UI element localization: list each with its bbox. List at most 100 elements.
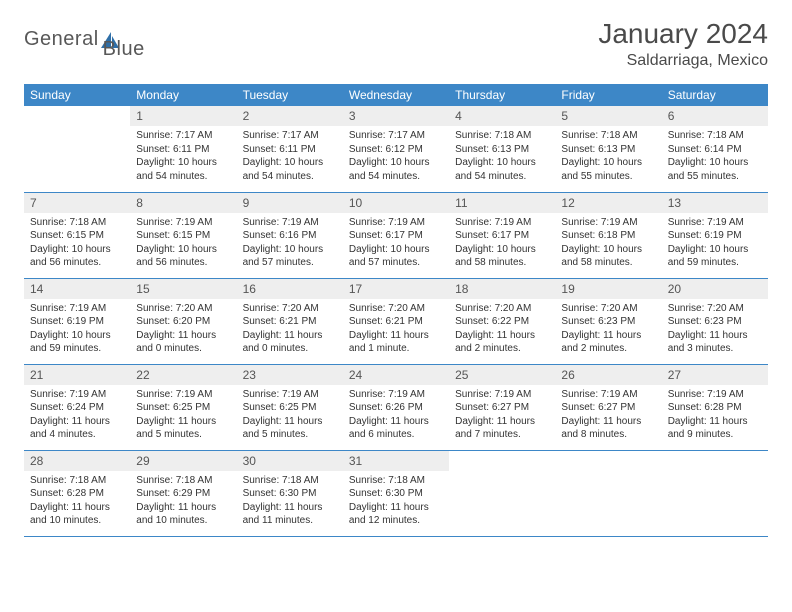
daylight-line: Daylight: 10 hours and 54 minutes.: [243, 156, 337, 183]
sunrise-line: Sunrise: 7:20 AM: [136, 302, 230, 316]
day-details: Sunrise: 7:18 AMSunset: 6:14 PMDaylight:…: [662, 126, 768, 188]
weekday-header: Saturday: [662, 84, 768, 106]
day-details: Sunrise: 7:18 AMSunset: 6:30 PMDaylight:…: [237, 471, 343, 533]
weekday-header: Thursday: [449, 84, 555, 106]
sunrise-line: Sunrise: 7:20 AM: [243, 302, 337, 316]
day-number: 3: [343, 106, 449, 126]
daylight-line: Daylight: 10 hours and 55 minutes.: [561, 156, 655, 183]
day-number: 7: [24, 193, 130, 213]
day-number: 23: [237, 365, 343, 385]
day-number: 26: [555, 365, 661, 385]
calendar-day-cell: 30Sunrise: 7:18 AMSunset: 6:30 PMDayligh…: [237, 450, 343, 536]
sunset-line: Sunset: 6:20 PM: [136, 315, 230, 329]
day-number: 10: [343, 193, 449, 213]
daylight-line: Daylight: 11 hours and 2 minutes.: [561, 329, 655, 356]
day-details: Sunrise: 7:19 AMSunset: 6:26 PMDaylight:…: [343, 385, 449, 447]
calendar-week-row: 1Sunrise: 7:17 AMSunset: 6:11 PMDaylight…: [24, 106, 768, 192]
calendar-day-cell: 26Sunrise: 7:19 AMSunset: 6:27 PMDayligh…: [555, 364, 661, 450]
sunrise-line: Sunrise: 7:18 AM: [243, 474, 337, 488]
calendar-day-cell: 29Sunrise: 7:18 AMSunset: 6:29 PMDayligh…: [130, 450, 236, 536]
daylight-line: Daylight: 10 hours and 57 minutes.: [243, 243, 337, 270]
day-number: 31: [343, 451, 449, 471]
calendar-day-cell: 24Sunrise: 7:19 AMSunset: 6:26 PMDayligh…: [343, 364, 449, 450]
day-number: 22: [130, 365, 236, 385]
calendar-day-cell: 11Sunrise: 7:19 AMSunset: 6:17 PMDayligh…: [449, 192, 555, 278]
sunset-line: Sunset: 6:24 PM: [30, 401, 124, 415]
daylight-line: Daylight: 10 hours and 59 minutes.: [668, 243, 762, 270]
calendar-day-cell: 3Sunrise: 7:17 AMSunset: 6:12 PMDaylight…: [343, 106, 449, 192]
sunset-line: Sunset: 6:17 PM: [349, 229, 443, 243]
day-details: Sunrise: 7:20 AMSunset: 6:22 PMDaylight:…: [449, 299, 555, 361]
daylight-line: Daylight: 10 hours and 57 minutes.: [349, 243, 443, 270]
calendar-day-cell: 23 Sunrise: 7:19 AMSunset: 6:25 PMDayligh…: [237, 364, 343, 450]
calendar-day-cell: 18Sunrise: 7:20 AMSunset: 6:22 PMDayligh…: [449, 278, 555, 364]
sunset-line: Sunset: 6:22 PM: [455, 315, 549, 329]
day-details: Sunrise: 7:19 AMSunset: 6:28 PMDaylight:…: [662, 385, 768, 447]
sunset-line: Sunset: 6:23 PM: [668, 315, 762, 329]
daylight-line: Daylight: 11 hours and 9 minutes.: [668, 415, 762, 442]
sunrise-line: Sunrise: 7:19 AM: [455, 388, 549, 402]
day-number: 8: [130, 193, 236, 213]
sunset-line: Sunset: 6:25 PM: [136, 401, 230, 415]
day-number: 19: [555, 279, 661, 299]
weekday-header-row: SundayMondayTuesdayWednesdayThursdayFrid…: [24, 84, 768, 106]
calendar-day-cell: 14Sunrise: 7:19 AMSunset: 6:19 PMDayligh…: [24, 278, 130, 364]
day-number: 5: [555, 106, 661, 126]
day-details: Sunrise: 7:20 AMSunset: 6:21 PMDaylight:…: [343, 299, 449, 361]
day-details: Sunrise: 7:19 AMSunset: 6:19 PMDaylight:…: [662, 213, 768, 275]
sunrise-line: Sunrise: 7:19 AM: [455, 216, 549, 230]
daylight-line: Daylight: 10 hours and 58 minutes.: [561, 243, 655, 270]
calendar-day-cell: 12Sunrise: 7:19 AMSunset: 6:18 PMDayligh…: [555, 192, 661, 278]
calendar-empty-cell: [24, 106, 130, 192]
day-details: Sunrise: 7:19 AMSunset: 6:19 PMDaylight:…: [24, 299, 130, 361]
day-number: 30: [237, 451, 343, 471]
header-bar: General Blue January 2024 Saldarriaga, M…: [24, 18, 768, 70]
day-number: 14: [24, 279, 130, 299]
sunrise-line: Sunrise: 7:19 AM: [349, 388, 443, 402]
daylight-line: Daylight: 11 hours and 2 minutes.: [455, 329, 549, 356]
logo-text-blue: Blue: [103, 38, 145, 61]
calendar-week-row: 14Sunrise: 7:19 AMSunset: 6:19 PMDayligh…: [24, 278, 768, 364]
day-details: Sunrise: 7:19 AMSunset: 6:27 PMDaylight:…: [555, 385, 661, 447]
day-details: Sunrise: 7:18 AMSunset: 6:28 PMDaylight:…: [24, 471, 130, 533]
sunset-line: Sunset: 6:25 PM: [243, 401, 337, 415]
calendar-day-cell: 7Sunrise: 7:18 AMSunset: 6:15 PMDaylight…: [24, 192, 130, 278]
day-details: Sunrise: 7:17 AMSunset: 6:11 PMDaylight:…: [130, 126, 236, 188]
sunrise-line: Sunrise: 7:20 AM: [561, 302, 655, 316]
sunset-line: Sunset: 6:27 PM: [455, 401, 549, 415]
daylight-line: Daylight: 11 hours and 0 minutes.: [243, 329, 337, 356]
sunset-line: Sunset: 6:30 PM: [349, 487, 443, 501]
calendar-day-cell: 16Sunrise: 7:20 AMSunset: 6:21 PMDayligh…: [237, 278, 343, 364]
daylight-line: Daylight: 11 hours and 10 minutes.: [136, 501, 230, 528]
sunset-line: Sunset: 6:11 PM: [136, 143, 230, 157]
sunrise-line: Sunrise: 7:18 AM: [668, 129, 762, 143]
daylight-line: Daylight: 10 hours and 54 minutes.: [349, 156, 443, 183]
day-details: Sunrise: 7:19 AMSunset: 6:24 PMDaylight:…: [24, 385, 130, 447]
day-number: 2: [237, 106, 343, 126]
weekday-header: Wednesday: [343, 84, 449, 106]
calendar-day-cell: 19 Sunrise: 7:20 AMSunset: 6:23 PMDayligh…: [555, 278, 661, 364]
sunrise-line: Sunrise: 7:17 AM: [243, 129, 337, 143]
sunrise-line: Sunrise: 7:19 AM: [243, 388, 337, 402]
sunset-line: Sunset: 6:21 PM: [243, 315, 337, 329]
day-details: Sunrise: 7:18 AMSunset: 6:30 PMDaylight:…: [343, 471, 449, 533]
calendar-empty-cell: [662, 450, 768, 536]
sunrise-line: Sunrise: 7:20 AM: [349, 302, 443, 316]
daylight-line: Daylight: 11 hours and 0 minutes.: [136, 329, 230, 356]
sunset-line: Sunset: 6:23 PM: [561, 315, 655, 329]
day-number: 4: [449, 106, 555, 126]
sunrise-line: Sunrise: 7:19 AM: [349, 216, 443, 230]
daylight-line: Daylight: 11 hours and 10 minutes.: [30, 501, 124, 528]
sunset-line: Sunset: 6:26 PM: [349, 401, 443, 415]
calendar-week-row: 7Sunrise: 7:18 AMSunset: 6:15 PMDaylight…: [24, 192, 768, 278]
logo: General Blue: [24, 18, 145, 61]
weekday-header: Tuesday: [237, 84, 343, 106]
sunrise-line: Sunrise: 7:18 AM: [30, 474, 124, 488]
daylight-line: Daylight: 11 hours and 5 minutes.: [243, 415, 337, 442]
day-details: Sunrise: 7:19 AMSunset: 6:16 PMDaylight:…: [237, 213, 343, 275]
daylight-line: Daylight: 11 hours and 4 minutes.: [30, 415, 124, 442]
daylight-line: Daylight: 10 hours and 56 minutes.: [30, 243, 124, 270]
day-details: Sunrise: 7:19 AMSunset: 6:17 PMDaylight:…: [449, 213, 555, 275]
daylight-line: Daylight: 11 hours and 8 minutes.: [561, 415, 655, 442]
daylight-line: Daylight: 10 hours and 56 minutes.: [136, 243, 230, 270]
